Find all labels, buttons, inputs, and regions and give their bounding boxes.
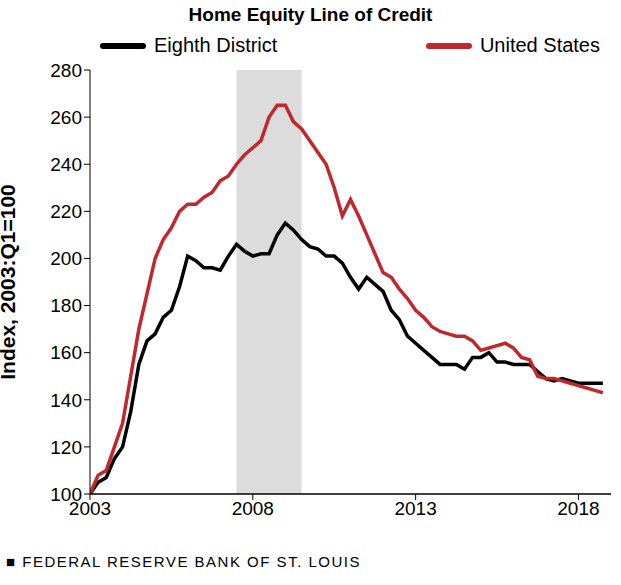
svg-text:2018: 2018	[557, 498, 599, 519]
svg-text:Index, 2003:Q1=100: Index, 2003:Q1=100	[8, 184, 19, 380]
svg-text:280: 280	[50, 62, 82, 81]
svg-text:2003: 2003	[68, 498, 112, 520]
html-text:United States: United States	[479, 34, 600, 56]
html-text:Eighth District: Eighth District	[154, 34, 278, 56]
svg-text:180: 180	[50, 295, 82, 316]
svg-text:240: 240	[50, 154, 82, 175]
svg-text:260: 260	[50, 107, 82, 128]
html-text:■ FEDERAL RESERVE BANK OF ST.: ■ FEDERAL RESERVE BANK OF ST. LOUIS	[6, 553, 361, 570]
svg-text:220: 220	[50, 201, 82, 222]
html-text:Home Equity Line of Credit: Home Equity Line of Credit	[188, 4, 433, 25]
svg-text:100: 100	[50, 484, 82, 505]
svg-text:2008: 2008	[232, 498, 274, 519]
svg-text:120: 120	[50, 437, 82, 458]
svg-text:140: 140	[50, 390, 82, 411]
svg-text:2013: 2013	[394, 498, 436, 519]
svg-text:200: 200	[50, 248, 82, 269]
svg-text:160: 160	[50, 342, 82, 363]
